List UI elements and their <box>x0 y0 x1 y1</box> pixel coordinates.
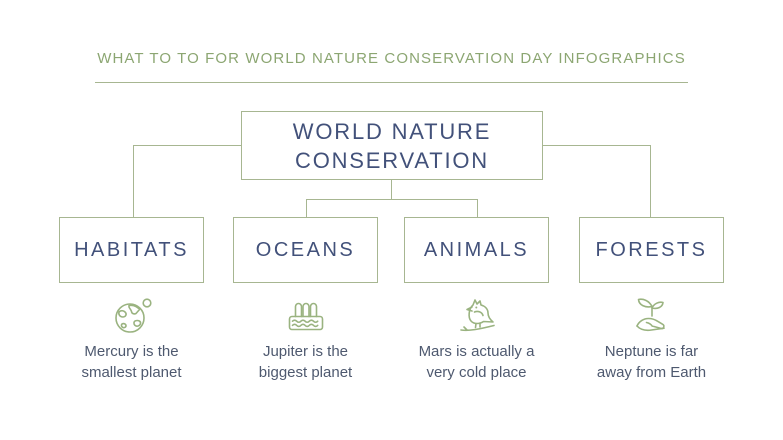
root-node-world-nature-conservation: WORLD NATURE CONSERVATION <box>241 111 543 180</box>
node-forests-label: FORESTS <box>595 238 708 261</box>
connector-line-center-stem <box>391 180 392 200</box>
root-node-label: WORLD NATURE CONSERVATION <box>292 118 492 173</box>
connector-line-right-horizontal <box>543 145 651 146</box>
connector-line-oceans-vertical <box>306 199 307 218</box>
caption-animals-line1: Mars is actually a <box>418 343 535 360</box>
connector-line-left-vertical <box>133 145 134 217</box>
caption-oceans-line1: Jupiter is the <box>262 343 349 360</box>
caption-habitats-line1: Mercury is the <box>84 343 179 360</box>
branch-oceans: OCEANS Jupiter is the biggest planet <box>214 217 397 383</box>
hand-seedling-icon <box>629 293 675 337</box>
node-animals: ANIMALS <box>404 217 549 283</box>
branch-forests: FORESTS Neptune is far away from Earth <box>560 217 743 383</box>
node-animals-label: ANIMALS <box>423 238 530 261</box>
caption-forests-line1: Neptune is far <box>604 343 699 360</box>
infographic-title: WHAT TO TO FOR WORLD NATURE CONSERVATION… <box>97 50 686 67</box>
caption-animals-line2: very cold place <box>426 364 527 381</box>
node-habitats-label: HABITATS <box>74 238 189 261</box>
bird-icon <box>454 293 500 337</box>
branch-animals: ANIMALS Mars is actually a very cold pla… <box>385 217 568 383</box>
caption-forests: Neptune is far away from Earth <box>597 341 706 383</box>
node-oceans-label: OCEANS <box>255 238 356 261</box>
connector-line-right-vertical <box>650 145 651 217</box>
node-forests: FORESTS <box>579 217 724 283</box>
connector-line-left-horizontal <box>133 145 241 146</box>
dam-water-icon <box>283 293 329 337</box>
caption-oceans: Jupiter is the biggest planet <box>259 341 352 383</box>
caption-forests-line2: away from Earth <box>596 364 707 381</box>
caption-habitats: Mercury is the smallest planet <box>81 341 181 383</box>
earth-moon-icon <box>109 293 155 337</box>
node-oceans: OCEANS <box>233 217 378 283</box>
branch-habitats: HABITATS Mercury is the smallest planet <box>40 217 223 383</box>
connector-line-animals-vertical <box>477 199 478 218</box>
connector-line-center-horizontal <box>306 199 478 200</box>
caption-oceans-line2: biggest planet <box>258 364 353 381</box>
title-underline <box>95 82 688 83</box>
caption-animals: Mars is actually a very cold place <box>419 341 535 383</box>
node-habitats: HABITATS <box>59 217 204 283</box>
caption-habitats-line2: smallest planet <box>81 364 182 381</box>
